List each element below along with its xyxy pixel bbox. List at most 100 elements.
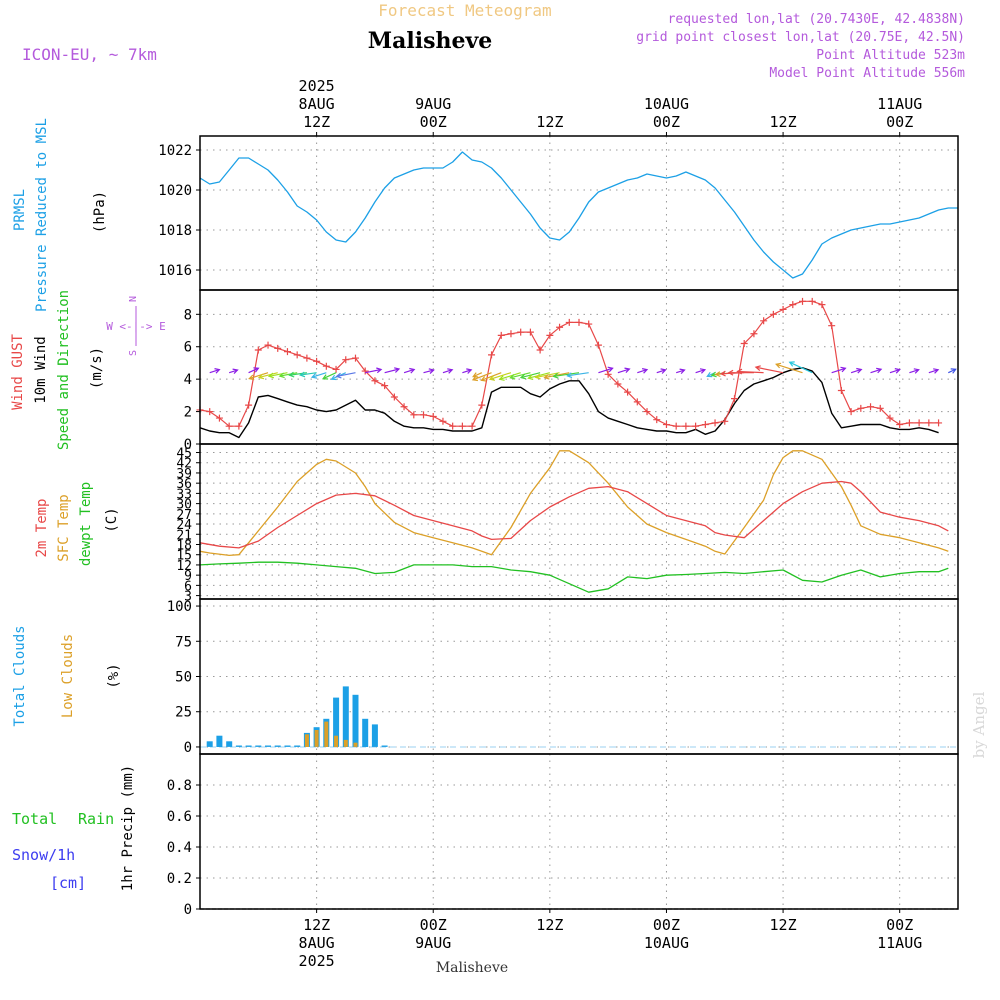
- temp2m-label: 2m Temp: [34, 498, 50, 557]
- wind-arrow: [279, 372, 298, 377]
- gust-marker: [730, 395, 738, 403]
- y-tick-label: 45: [176, 447, 192, 462]
- gust-marker: [604, 370, 612, 378]
- y-tick-label: 4: [184, 372, 192, 388]
- x-label-bottom: 10AUG: [644, 934, 689, 952]
- y-tick-label: 1022: [158, 143, 192, 159]
- gust-marker: [711, 419, 719, 427]
- wind-arrow: [831, 367, 846, 374]
- sfc-temp-label: SFC Temp: [56, 494, 72, 561]
- wind-arrow: [209, 369, 220, 374]
- gust-marker: [371, 377, 379, 385]
- wind-arrow-head: [257, 373, 265, 380]
- wind-arrow: [544, 372, 570, 379]
- y-tick-label: 12: [176, 559, 192, 574]
- wind-arrow-head: [394, 367, 401, 373]
- wind-arrow: [520, 372, 541, 379]
- y-tick-label: 0: [184, 902, 192, 918]
- wind-arrow-head: [566, 372, 573, 379]
- wind-arrow: [889, 369, 900, 374]
- gust-marker: [478, 401, 486, 409]
- wind-arrow-head: [775, 362, 782, 369]
- total-cloud-bar: [245, 745, 252, 747]
- y-tick-label: 0.8: [167, 778, 192, 794]
- gust-marker: [556, 323, 564, 331]
- wind10m-label: 10m Wind: [33, 336, 49, 403]
- wind-arrow-head: [933, 368, 940, 374]
- wind-arrow: [850, 368, 862, 374]
- gust-marker: [507, 330, 515, 338]
- wind-arrow-head: [267, 372, 275, 379]
- x-label-bottom: 12Z: [770, 916, 797, 934]
- gust-marker: [332, 365, 340, 373]
- wind-arrow-head: [480, 376, 487, 382]
- wind-arrow-head: [876, 367, 883, 374]
- x-label-top: 9AUG: [415, 95, 451, 113]
- celsius-unit: (C): [104, 507, 120, 532]
- y-tick-label: 3: [184, 590, 192, 605]
- wind-arrow: [928, 369, 939, 374]
- y-tick-label: 0.6: [167, 809, 192, 825]
- wind-arrow: [909, 369, 919, 374]
- low-cloud-bar: [334, 735, 339, 747]
- wind-arrow: [472, 372, 492, 381]
- wind-arrow-head: [498, 375, 505, 381]
- total-cloud-bar: [235, 745, 242, 747]
- wind-arrow: [365, 368, 382, 374]
- gust-marker: [867, 403, 875, 411]
- wind-arrow-head: [788, 361, 795, 367]
- y-tick-label: 6: [184, 579, 192, 594]
- wind-arrow-head: [534, 373, 541, 380]
- y-tick-label: 2: [184, 405, 192, 421]
- gust-marker: [488, 351, 496, 359]
- gust-marker: [283, 348, 291, 356]
- wind-arrow: [948, 368, 956, 374]
- grid-point-coords: grid point closest lon,lat (20.75E, 42.5…: [636, 30, 965, 45]
- gust-marker: [624, 388, 632, 396]
- model-altitude: Model Point Altitude 556m: [769, 66, 965, 81]
- gust-marker: [575, 318, 583, 326]
- x-label-top: 00Z: [653, 113, 680, 131]
- wind-arrow-head: [856, 367, 863, 374]
- y-tick-label: 9: [184, 569, 192, 584]
- footer-location: Malisheve: [436, 960, 508, 976]
- x-label-bottom: 8AUG: [299, 934, 335, 952]
- y-tick-label: 0.2: [167, 871, 192, 887]
- wind-arrow-head: [754, 365, 761, 371]
- low-cloud-bar: [343, 739, 348, 747]
- wind-arrow-head: [710, 371, 717, 378]
- ms-unit: (m/s): [89, 347, 105, 389]
- gust-marker: [857, 404, 865, 412]
- wind-arrow-head: [727, 369, 734, 376]
- wind-arrow-head: [706, 371, 713, 378]
- gust-marker: [837, 387, 845, 395]
- wind-arrow: [384, 368, 400, 374]
- wind-arrow: [248, 367, 259, 374]
- gust-marker: [565, 318, 573, 326]
- wind-arrow: [789, 361, 813, 374]
- wind-arrow: [403, 368, 415, 374]
- wind-arrow: [489, 372, 512, 380]
- gust-marker: [828, 322, 836, 330]
- gust-marker: [614, 380, 622, 388]
- gust-marker: [653, 416, 661, 424]
- wind-arrow: [499, 372, 521, 380]
- wind-arrow-head: [278, 372, 285, 379]
- gust-marker: [769, 310, 777, 318]
- x-label-top: 00Z: [886, 113, 913, 131]
- gust-marker: [886, 414, 894, 422]
- gust-marker: [361, 367, 369, 375]
- requested-coords: requested lon,lat (20.7430E, 42.4838N): [668, 12, 965, 27]
- pressure-label: Pressure Reduced to MSL: [34, 118, 50, 312]
- total-label: Total: [12, 810, 57, 828]
- dewpt-line: [199, 561, 949, 593]
- wind-arrow-head: [913, 368, 920, 374]
- total-cloud-bar: [284, 745, 291, 747]
- x-label-bottom: 00Z: [420, 916, 447, 934]
- y-tick-label: 39: [176, 467, 192, 482]
- wind-arrow: [269, 372, 288, 377]
- panel-frame: [199, 289, 959, 445]
- wind-arrow: [870, 368, 882, 374]
- gust-marker: [245, 401, 253, 409]
- gust-marker: [876, 404, 884, 412]
